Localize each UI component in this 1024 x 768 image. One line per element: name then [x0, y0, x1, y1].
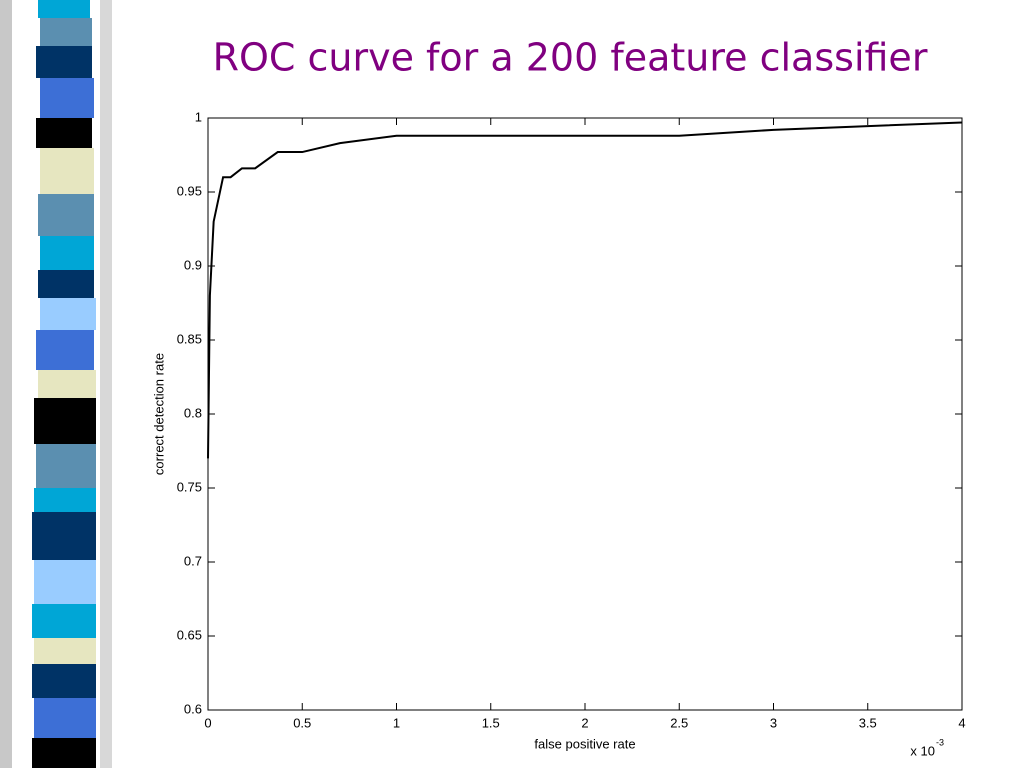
x-tick-label: 4 — [958, 715, 965, 730]
x-tick-label: 2.5 — [670, 715, 688, 730]
x-tick-label: 3 — [770, 715, 777, 730]
x-tick-label: 3.5 — [859, 715, 877, 730]
x-tick-label: 1.5 — [482, 715, 500, 730]
y-tick-label: 0.95 — [177, 183, 202, 198]
y-tick-label: 0.85 — [177, 331, 202, 346]
roc-line — [207, 121, 963, 459]
y-axis-label: correct detection rate — [151, 353, 166, 475]
plot-frame — [207, 117, 963, 711]
x-multiplier: x 10 — [910, 743, 935, 758]
y-tick-label: 0.6 — [184, 701, 202, 716]
x-tick-label: 2 — [581, 715, 588, 730]
y-tick-label: 0.75 — [177, 479, 202, 494]
x-tick-label: 0.5 — [293, 715, 311, 730]
decorative-stripe — [0, 0, 112, 768]
y-tick-label: 0.8 — [184, 405, 202, 420]
chart-title: ROC curve for a 200 feature classifier — [213, 36, 928, 80]
x-tick-label: 0 — [204, 715, 211, 730]
x-axis-label: false positive rate — [534, 736, 635, 751]
x-tick-label: 1 — [393, 715, 400, 730]
y-tick-label: 0.9 — [184, 257, 202, 272]
y-tick-label: 0.65 — [177, 627, 202, 642]
y-tick-label: 0.7 — [184, 553, 202, 568]
y-tick-label: 1 — [195, 109, 202, 124]
x-exponent: -3 — [936, 737, 944, 747]
